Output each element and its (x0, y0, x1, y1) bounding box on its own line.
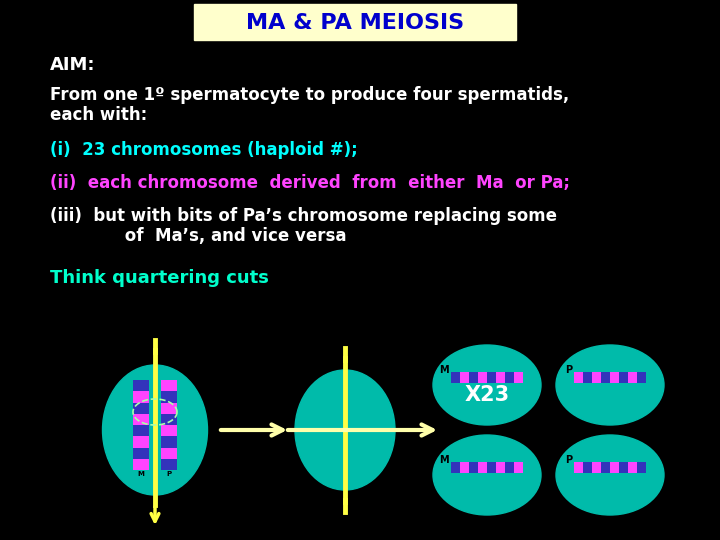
Bar (583, 372, 592, 382)
Bar (592, 462, 601, 472)
Bar (469, 462, 478, 472)
Bar (451, 462, 460, 472)
Text: P: P (565, 455, 572, 465)
Bar (601, 372, 610, 382)
Text: M: M (439, 455, 449, 465)
Bar (478, 372, 487, 382)
Text: P: P (565, 365, 572, 375)
Text: (i)  23 chromosomes (haploid #);: (i) 23 chromosomes (haploid #); (50, 141, 358, 159)
Bar (460, 372, 469, 382)
Bar (592, 372, 601, 382)
Bar (496, 372, 505, 382)
Bar (478, 462, 487, 472)
Ellipse shape (433, 435, 541, 515)
Text: (ii)  each chromosome  derived  from  either  Ma  or Pa;: (ii) each chromosome derived from either… (50, 174, 570, 192)
Bar (637, 462, 646, 472)
Bar (619, 462, 628, 472)
Bar (161, 436, 177, 448)
Bar (496, 462, 505, 472)
Bar (161, 414, 177, 425)
Bar (133, 380, 149, 392)
Bar (487, 462, 496, 472)
Text: AIM:: AIM: (50, 56, 96, 74)
Bar (133, 448, 149, 459)
Text: of  Ma’s, and vice versa: of Ma’s, and vice versa (50, 227, 346, 245)
Text: From one 1º spermatocyte to produce four spermatids,: From one 1º spermatocyte to produce four… (50, 86, 570, 104)
Bar (610, 372, 619, 382)
Ellipse shape (102, 365, 207, 495)
Bar (460, 462, 469, 472)
Bar (505, 462, 514, 472)
Text: M: M (439, 365, 449, 375)
Text: P: P (166, 471, 171, 477)
Bar (574, 372, 583, 382)
Bar (628, 372, 637, 382)
Bar (161, 402, 177, 414)
Bar (583, 462, 592, 472)
Bar (514, 462, 523, 472)
Bar (514, 372, 523, 382)
Bar (133, 402, 149, 414)
Text: each with:: each with: (50, 106, 148, 124)
Bar (574, 462, 583, 472)
Ellipse shape (556, 345, 664, 425)
Bar (610, 462, 619, 472)
Bar (505, 372, 514, 382)
Bar (628, 462, 637, 472)
Bar (133, 436, 149, 448)
Bar (161, 448, 177, 459)
Bar (469, 372, 478, 382)
Bar (601, 462, 610, 472)
Text: MA & PA MEIOSIS: MA & PA MEIOSIS (246, 13, 464, 33)
Ellipse shape (295, 370, 395, 490)
FancyBboxPatch shape (194, 4, 516, 40)
Text: X23: X23 (464, 385, 510, 405)
Bar (487, 372, 496, 382)
Text: M: M (138, 471, 145, 477)
Bar (133, 459, 149, 470)
Bar (133, 425, 149, 436)
Bar (637, 372, 646, 382)
Bar (161, 425, 177, 436)
Bar (451, 372, 460, 382)
Bar (619, 372, 628, 382)
Bar (161, 459, 177, 470)
Text: Think quartering cuts: Think quartering cuts (50, 269, 269, 287)
Bar (133, 414, 149, 425)
Bar (133, 392, 149, 402)
Bar (161, 392, 177, 402)
Text: (iii)  but with bits of Pa’s chromosome replacing some: (iii) but with bits of Pa’s chromosome r… (50, 207, 557, 225)
Bar (161, 380, 177, 392)
Ellipse shape (433, 345, 541, 425)
Ellipse shape (556, 435, 664, 515)
